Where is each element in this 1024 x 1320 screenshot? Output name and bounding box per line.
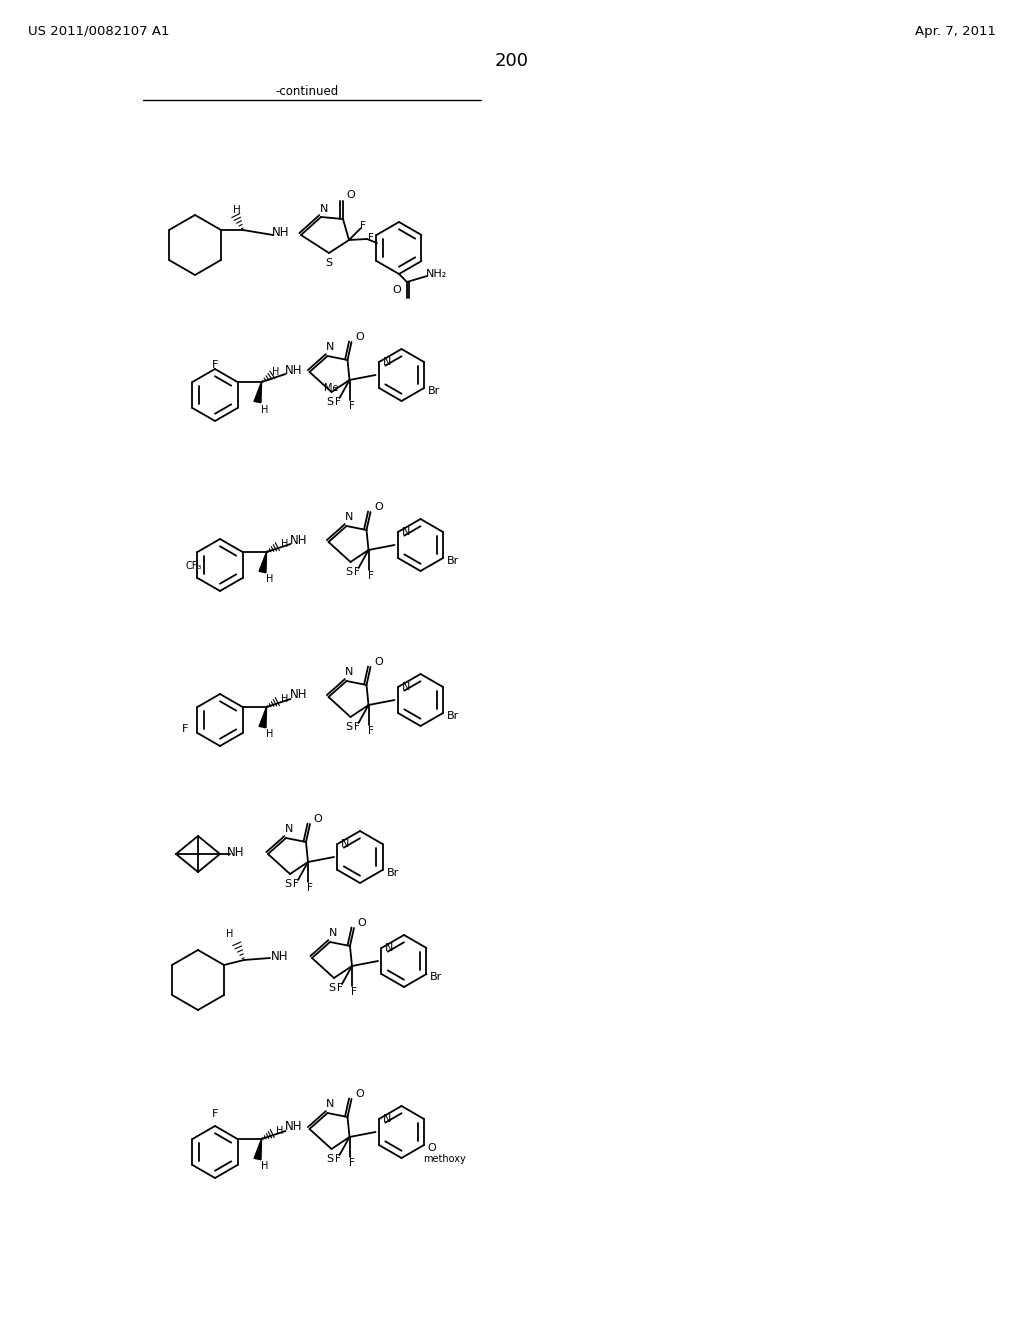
Text: S: S <box>345 722 352 733</box>
Text: N: N <box>285 824 293 834</box>
Polygon shape <box>254 381 261 403</box>
Text: Br: Br <box>446 711 459 721</box>
Text: NH: NH <box>272 227 290 239</box>
Text: NH: NH <box>285 363 302 376</box>
Text: NH: NH <box>271 949 289 962</box>
Text: F: F <box>348 1158 354 1168</box>
Text: O: O <box>313 814 323 824</box>
Polygon shape <box>259 552 266 573</box>
Text: O: O <box>374 502 383 512</box>
Text: CF₃: CF₃ <box>185 561 202 572</box>
Text: N: N <box>319 205 328 214</box>
Text: S: S <box>326 397 333 407</box>
Text: H: H <box>275 1126 284 1137</box>
Text: N: N <box>383 356 391 367</box>
Text: N: N <box>327 1100 335 1109</box>
Text: O: O <box>355 333 364 342</box>
Text: N: N <box>385 942 393 953</box>
Text: N: N <box>329 928 337 939</box>
Text: O: O <box>374 657 383 667</box>
Text: N: N <box>401 682 411 692</box>
Text: Br: Br <box>386 869 398 878</box>
Text: N: N <box>341 840 349 849</box>
Text: O: O <box>355 1089 364 1100</box>
Text: Br: Br <box>428 385 440 396</box>
Text: H: H <box>271 367 280 378</box>
Text: O: O <box>346 190 355 201</box>
Text: F: F <box>212 360 218 370</box>
Polygon shape <box>254 1139 261 1160</box>
Text: F: F <box>335 1154 340 1164</box>
Text: S: S <box>285 879 292 888</box>
Text: S: S <box>326 1154 333 1164</box>
Text: H: H <box>233 205 241 215</box>
Text: H: H <box>226 929 233 939</box>
Text: N: N <box>327 342 335 352</box>
Text: NH: NH <box>290 533 307 546</box>
Text: H: H <box>281 694 288 704</box>
Text: F: F <box>360 220 366 231</box>
Text: N: N <box>401 527 411 537</box>
Text: -continued: -continued <box>275 84 339 98</box>
Text: NH: NH <box>227 846 245 858</box>
Text: H: H <box>266 574 273 583</box>
Text: F: F <box>348 401 354 411</box>
Text: N: N <box>345 667 353 677</box>
Text: N: N <box>345 512 353 521</box>
Text: H: H <box>266 729 273 739</box>
Text: F: F <box>182 723 188 734</box>
Text: O: O <box>357 917 367 928</box>
Text: F: F <box>335 397 340 407</box>
Text: O: O <box>392 285 401 294</box>
Text: Me: Me <box>325 383 339 393</box>
Text: H: H <box>261 1162 268 1171</box>
Text: F: F <box>353 568 359 577</box>
Text: O: O <box>428 1143 436 1152</box>
Text: NH: NH <box>290 689 307 701</box>
Text: NH₂: NH₂ <box>426 269 447 279</box>
Text: F: F <box>337 983 343 993</box>
Polygon shape <box>259 708 266 727</box>
Text: US 2011/0082107 A1: US 2011/0082107 A1 <box>28 25 170 38</box>
Text: Apr. 7, 2011: Apr. 7, 2011 <box>915 25 996 38</box>
Text: F: F <box>307 883 313 894</box>
Text: N: N <box>383 1114 391 1125</box>
Text: F: F <box>368 234 374 243</box>
Text: H: H <box>281 539 288 549</box>
Text: F: F <box>368 726 374 737</box>
Text: S: S <box>345 568 352 577</box>
Text: Br: Br <box>430 972 442 982</box>
Text: F: F <box>351 987 357 997</box>
Text: methoxy: methoxy <box>423 1154 466 1164</box>
Text: 200: 200 <box>495 51 529 70</box>
Text: Br: Br <box>446 556 459 566</box>
Text: NH: NH <box>285 1121 302 1134</box>
Text: S: S <box>326 257 333 268</box>
Text: F: F <box>353 722 359 733</box>
Text: S: S <box>329 983 336 993</box>
Text: F: F <box>368 572 374 581</box>
Text: F: F <box>212 1109 218 1119</box>
Text: F: F <box>293 879 299 888</box>
Text: H: H <box>261 405 268 414</box>
